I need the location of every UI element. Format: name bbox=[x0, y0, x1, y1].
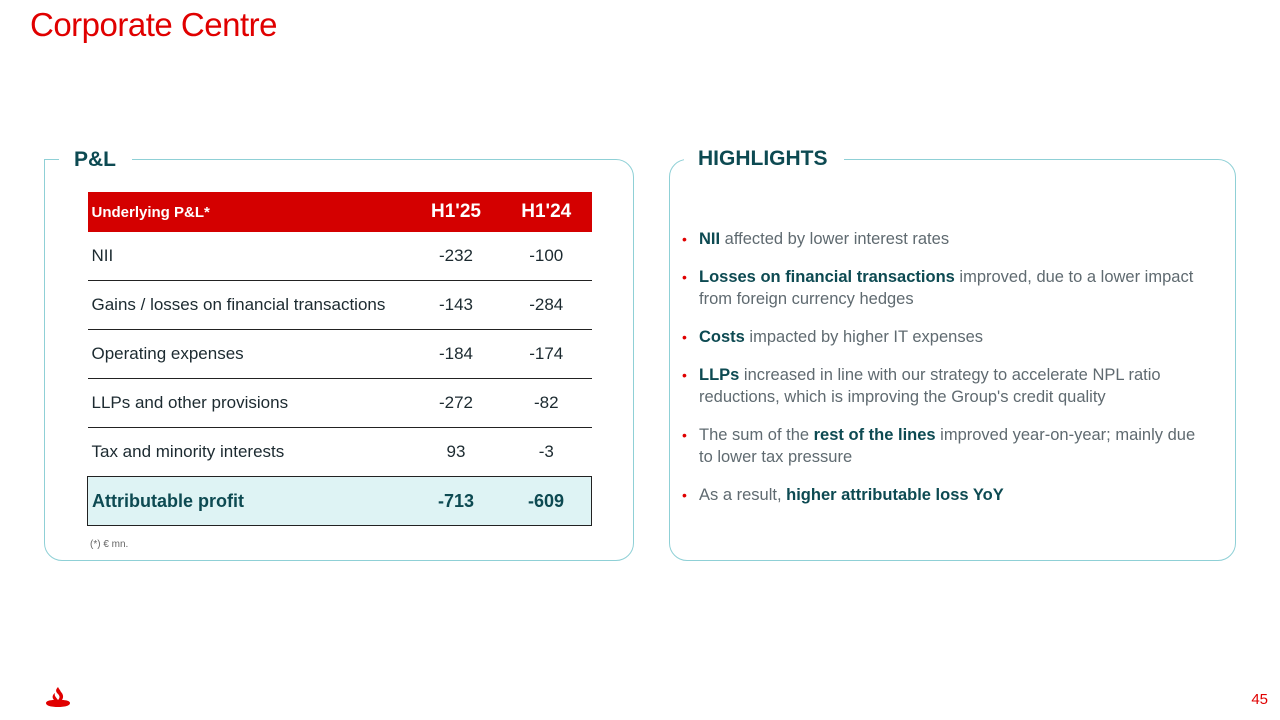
table-header-row: Underlying P&L* H1'25 H1'24 bbox=[87, 192, 592, 232]
item-strong: higher attributable loss YoY bbox=[786, 486, 1004, 504]
pl-panel: P&L Underlying P&L* H1'25 H1'24 NII -232… bbox=[44, 148, 634, 561]
table-row: NII -232 -100 bbox=[87, 232, 592, 281]
row-label: NII bbox=[87, 232, 411, 281]
item-post: improved, due to a lower impact from for… bbox=[699, 268, 1194, 308]
row-h124: -284 bbox=[501, 280, 592, 330]
item-strong: rest of the lines bbox=[813, 426, 936, 444]
list-item: • LLPs increased in line with our strateg… bbox=[682, 364, 1212, 408]
header-h124: H1'24 bbox=[501, 192, 592, 232]
item-post: improved year-on-year; mainly due to low… bbox=[699, 426, 1196, 466]
bullet-icon: • bbox=[682, 269, 687, 285]
table-row: Operating expenses -184 -174 bbox=[87, 329, 592, 379]
total-row: Attributable profit -713 -609 bbox=[87, 476, 592, 526]
page-title: Corporate Centre bbox=[30, 6, 277, 43]
item-post: affected by lower interest rates bbox=[720, 230, 950, 248]
item-post: increased in line with our strategy to a… bbox=[699, 366, 1161, 406]
bullet-icon: • bbox=[682, 329, 687, 345]
list-item: • Costs impacted by higher IT expenses bbox=[682, 326, 1212, 348]
row-label: Gains / losses on financial transactions bbox=[87, 280, 411, 330]
list-item: • As a result, higher attributable loss Y… bbox=[682, 484, 1212, 506]
santander-flame-icon bbox=[46, 687, 70, 707]
item-strong: Losses on financial transactions bbox=[699, 268, 955, 286]
row-h124: -3 bbox=[538, 442, 554, 461]
row-label: Operating expenses bbox=[87, 329, 411, 379]
highlights-list: • NII affected by lower interest rates • L… bbox=[682, 228, 1212, 522]
row-h125: -184 bbox=[411, 329, 501, 379]
list-item: • The sum of the rest of the lines improv… bbox=[682, 424, 1212, 468]
row-h124: -82 bbox=[501, 378, 592, 428]
footnote: (*) € mn. bbox=[90, 539, 129, 550]
table-row: Tax and minority interests 93 -3 bbox=[88, 428, 592, 477]
list-item: • NII affected by lower interest rates bbox=[682, 228, 1212, 250]
item-strong: NII bbox=[699, 230, 721, 248]
total-h124: -609 bbox=[501, 476, 592, 526]
bullet-icon: • bbox=[682, 231, 687, 247]
list-item: • Losses on financial transactions improv… bbox=[682, 266, 1212, 310]
pl-panel-title: P&L bbox=[59, 148, 132, 172]
bullet-icon: • bbox=[682, 427, 687, 443]
header-h125: H1'25 bbox=[411, 192, 501, 232]
table-row: LLPs and other provisions -272 -82 bbox=[87, 378, 592, 428]
item-strong: LLPs bbox=[699, 366, 740, 384]
item-post: impacted by higher IT expenses bbox=[744, 328, 984, 346]
row-h125: -232 bbox=[411, 232, 501, 281]
row-h124: -174 bbox=[501, 329, 592, 379]
item-strong: Costs bbox=[699, 328, 745, 346]
total-label: Attributable profit bbox=[87, 476, 411, 526]
page-number: 45 bbox=[1251, 691, 1268, 708]
pl-table: Underlying P&L* H1'25 H1'24 NII -232 -10… bbox=[87, 192, 592, 526]
row-h125: -143 bbox=[411, 280, 501, 330]
bullet-icon: • bbox=[682, 367, 687, 383]
row-h125: -272 bbox=[411, 378, 501, 428]
row-h124: -100 bbox=[501, 232, 592, 281]
header-label: Underlying P&L* bbox=[87, 192, 411, 232]
row-label: LLPs and other provisions bbox=[87, 378, 411, 428]
bullet-icon: • bbox=[682, 487, 687, 503]
row-h125: 93 bbox=[446, 442, 466, 461]
highlights-panel: HIGHLIGHTS • NII affected by lower intere… bbox=[669, 147, 1236, 561]
total-h125: -713 bbox=[411, 476, 501, 526]
highlights-panel-title: HIGHLIGHTS bbox=[684, 147, 844, 171]
row-label: Tax and minority interests bbox=[91, 442, 285, 461]
table-row: Gains / losses on financial transactions… bbox=[87, 280, 592, 330]
item-pre: As a result, bbox=[699, 486, 787, 504]
item-pre: The sum of the bbox=[699, 426, 814, 444]
